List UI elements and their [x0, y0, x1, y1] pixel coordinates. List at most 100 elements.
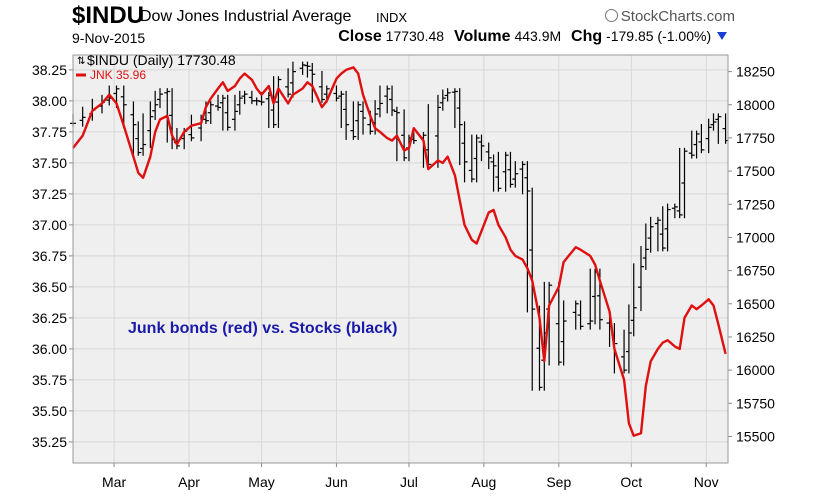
stockcharts-logo-icon	[604, 9, 618, 22]
dow-ohlc-bar	[253, 97, 260, 106]
left-axis-tick-label: 36.50	[32, 279, 67, 295]
dow-ohlc-bar	[485, 142, 492, 170]
left-axis-tick-label: 37.25	[32, 186, 67, 202]
plot-border	[72, 54, 729, 464]
right-axis-tick-label: 17500	[736, 163, 775, 179]
dow-ohlc-bar	[512, 161, 519, 188]
right-axis-tick-label: 16750	[736, 263, 775, 279]
dow-ohlc-bar	[659, 206, 666, 252]
dow-ohlc-bar	[389, 85, 396, 117]
x-axis-tick-label: Apr	[178, 474, 200, 490]
dow-ohlc-bar	[309, 62, 316, 103]
dow-ohlc-bar	[401, 109, 408, 162]
change-label: Chg	[571, 28, 603, 45]
dow-ohlc-bar	[147, 101, 154, 148]
close-value: 17730.48	[385, 28, 445, 44]
dow-ohlc-bar	[572, 300, 579, 330]
dow-ohlc-bar	[152, 90, 159, 121]
dow-ohlc-bar	[285, 68, 292, 98]
dow-ohlc-bar	[157, 88, 164, 109]
x-axis-tick-label: Mar	[102, 474, 126, 490]
ticker-symbol: $INDU	[72, 2, 145, 29]
brand-label[interactable]: StockCharts.com	[604, 8, 735, 25]
quote-stats: Close 17730.48 Volume 443.9M Chg -179.85…	[338, 28, 733, 46]
plot-area	[73, 55, 728, 463]
dow-ohlc-bar	[215, 94, 222, 111]
dow-ohlc-bar	[231, 94, 238, 131]
x-axis-tick-label: Jun	[325, 474, 348, 490]
dow-ohlc-bar	[384, 85, 391, 114]
dow-ohlc-bar	[360, 101, 367, 135]
chart-date: 9-Nov-2015	[72, 30, 146, 46]
legend-jnk-label: JNK 35.96	[90, 68, 146, 82]
dow-ohlc-bar	[621, 329, 628, 374]
left-axis-tick-label: 37.50	[32, 155, 67, 171]
dow-ohlc-bar	[224, 94, 231, 131]
dow-ohlc-bar	[664, 203, 671, 252]
dow-ohlc-bar	[207, 101, 214, 124]
dow-ohlc-bar	[519, 161, 526, 195]
dow-ohlc-bar	[630, 263, 637, 337]
legend-ohlc-icon: ⇅	[77, 56, 85, 67]
dow-ohlc-bar	[135, 121, 142, 156]
dow-ohlc-bar	[529, 187, 536, 391]
dow-ohlc-bar	[343, 90, 350, 140]
x-axis-tick-label: Jul	[400, 474, 418, 490]
right-axis-tick-label: 16000	[736, 362, 775, 378]
dow-ohlc-bar	[355, 101, 362, 140]
dow-ohlc-bar	[461, 121, 468, 183]
left-axis-tick-label: 37.75	[32, 124, 67, 140]
jnk-series-line	[72, 66, 727, 437]
dow-ohlc-bar	[275, 76, 282, 128]
x-axis-tick-label: May	[248, 474, 274, 490]
dow-ohlc-bar	[79, 106, 86, 127]
x-axis-tick-label: Aug	[471, 474, 496, 490]
dow-ohlc-bar	[393, 106, 400, 162]
x-axis-tick-label: Sep	[546, 474, 571, 490]
right-axis-tick-label: 17250	[736, 196, 775, 212]
dow-ohlc-bar	[318, 70, 325, 103]
left-axis-tick-label: 35.25	[32, 434, 67, 450]
dow-ohlc-bar	[681, 147, 688, 219]
dow-ohlc-bar	[350, 101, 357, 140]
right-axis-tick-label: 16500	[736, 296, 775, 312]
right-axis-tick-label: 17750	[736, 130, 775, 146]
dow-ohlc-bar	[654, 216, 661, 252]
dow-ohlc-bar	[468, 134, 475, 183]
dow-ohlc-bar	[502, 151, 509, 192]
dow-ohlc-bar	[642, 223, 649, 270]
dow-ohlc-bar	[456, 88, 463, 166]
dow-ohlc-bar	[490, 154, 497, 192]
right-axis-tick-label: 16250	[736, 329, 775, 345]
dow-ohlc-bar	[715, 113, 722, 144]
dow-ohlc-bar	[671, 203, 678, 219]
exchange-label: INDX	[376, 10, 408, 25]
dow-ohlc-bar	[140, 113, 147, 156]
dow-ohlc-bar	[524, 161, 531, 313]
dow-ohlc-bar	[130, 101, 137, 156]
legend-dow-label: $INDU (Daily) 17730.48	[87, 52, 236, 68]
right-axis-tick-label: 15500	[736, 428, 775, 444]
dow-ohlc-bar	[647, 216, 654, 253]
x-axis-tick-label: Nov	[694, 474, 719, 490]
left-axis-tick-label: 38.25	[32, 62, 67, 78]
chart-annotation: Junk bonds (red) vs. Stocks (black)	[128, 320, 397, 337]
dow-ohlc-bar	[555, 281, 562, 366]
dow-ohlc-bar	[473, 134, 480, 183]
right-axis-tick-label: 17000	[736, 229, 775, 245]
left-axis-tick-label: 35.75	[32, 372, 67, 388]
dow-ohlc-bar	[478, 134, 485, 162]
left-axis-tick-label: 38.00	[32, 93, 67, 109]
left-axis-tick-label: 35.50	[32, 403, 67, 419]
dow-ohlc-bar	[338, 90, 345, 128]
volume-label: Volume	[453, 28, 511, 45]
dow-ohlc-bar	[637, 246, 644, 312]
right-axis-tick-label: 18250	[736, 64, 775, 80]
left-axis-tick-label: 36.00	[32, 341, 67, 357]
left-axis-tick-label: 36.75	[32, 248, 67, 264]
dow-ohlc-bar	[698, 123, 705, 154]
dow-ohlc-bar	[241, 90, 248, 105]
dow-ohlc-bar	[577, 300, 584, 330]
dow-ohlc-bar	[705, 118, 712, 154]
